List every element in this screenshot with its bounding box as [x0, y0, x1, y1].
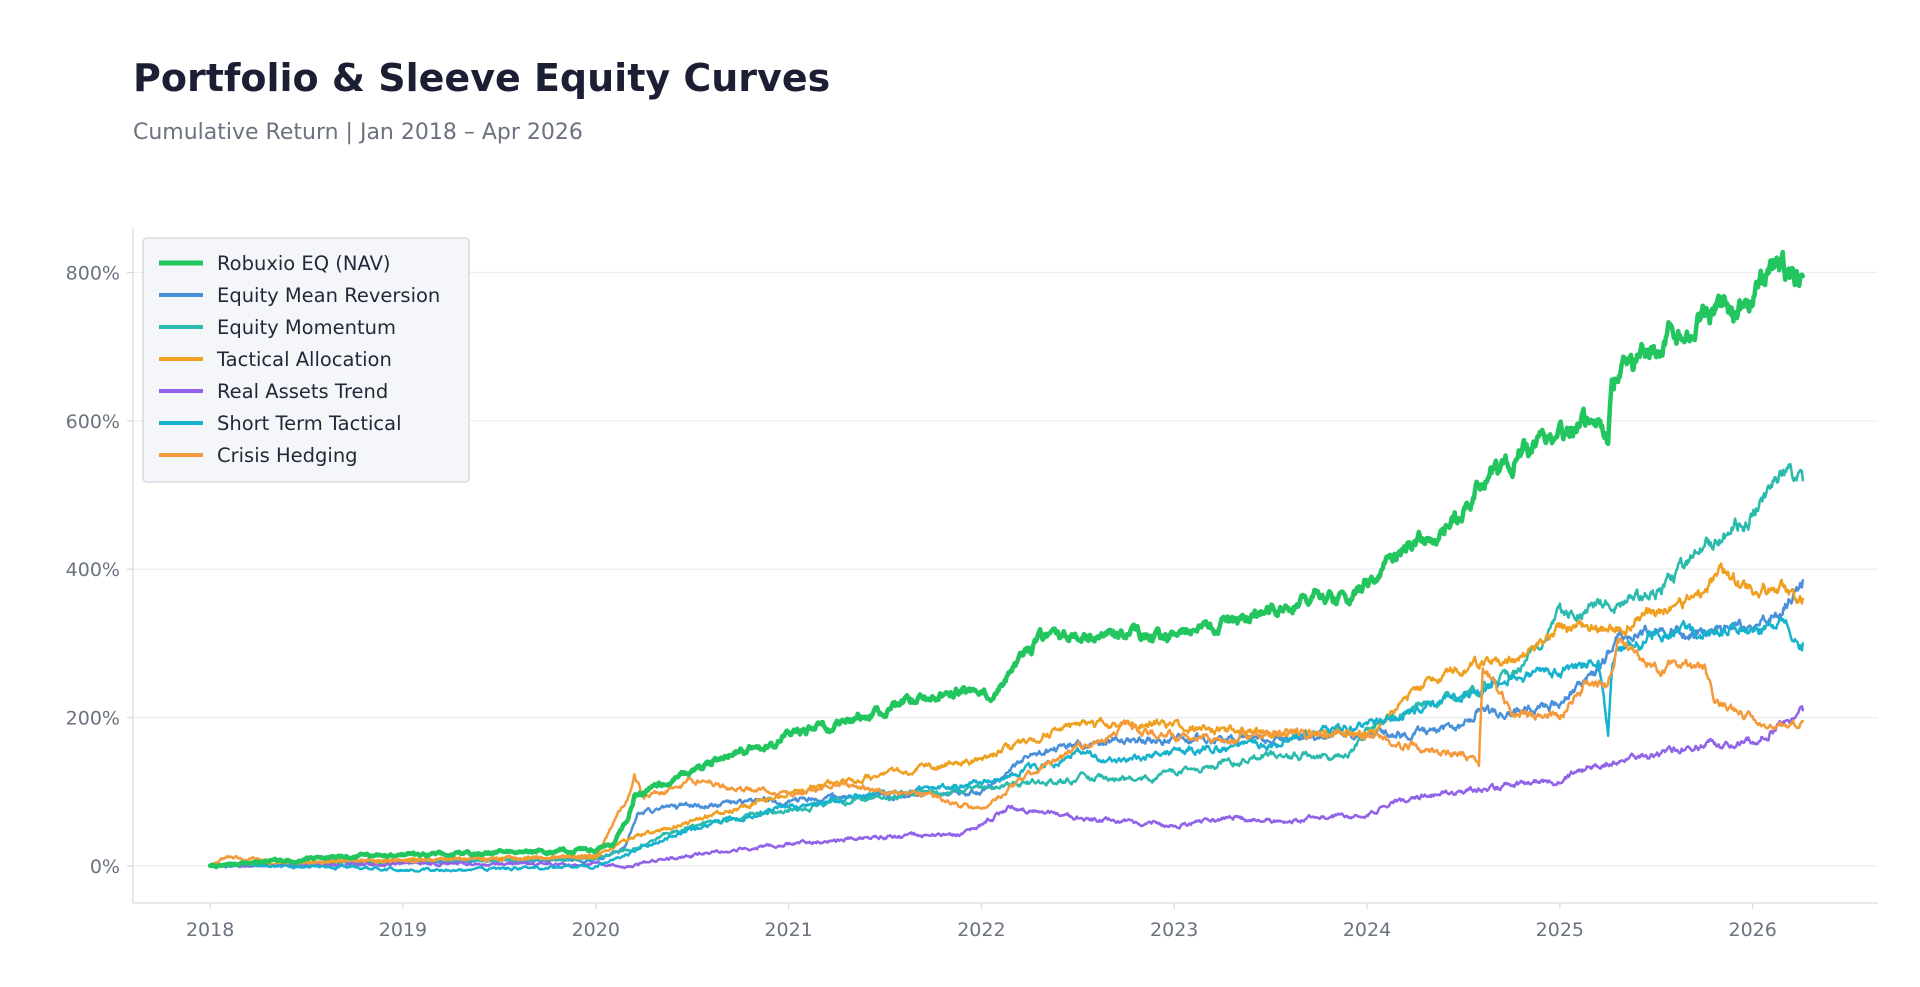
- x-tick-label: 2023: [1150, 919, 1198, 941]
- x-tick-label: 2022: [957, 919, 1005, 941]
- x-tick-label: 2024: [1343, 919, 1391, 941]
- y-tick-label: 400%: [66, 559, 120, 581]
- legend: Robuxio EQ (NAV) Equity Mean Reversion Equ…: [142, 237, 470, 483]
- series-line-2: [208, 462, 1805, 870]
- legend-label: Short Term Tactical: [217, 412, 402, 435]
- legend-label: Real Assets Trend: [217, 380, 388, 403]
- y-tick-label: 200%: [66, 708, 120, 730]
- legend-label: Equity Momentum: [217, 316, 396, 339]
- x-axis-ticks: 2018 2019 2020 2021 2022 2023 2024 2025 2026: [186, 903, 1777, 941]
- x-tick-label: 2025: [1536, 919, 1584, 941]
- y-tick-label: 600%: [66, 411, 120, 433]
- legend-label: Robuxio EQ (NAV): [217, 252, 391, 275]
- x-tick-label: 2019: [379, 919, 427, 941]
- series-line-1: [208, 579, 1805, 869]
- series-line-0: [207, 249, 1806, 870]
- series-line-4: [208, 705, 1805, 870]
- series-line-6: [208, 637, 1805, 869]
- axes: [132, 228, 1878, 904]
- series-lines: [207, 249, 1806, 873]
- x-tick-label: 2026: [1728, 919, 1776, 941]
- y-axis-ticks: 0% 200% 400% 600% 800%: [66, 263, 133, 878]
- series-line-5: [208, 616, 1805, 873]
- y-tick-label: 0%: [90, 856, 120, 878]
- legend-box: [142, 237, 470, 483]
- legend-label: Crisis Hedging: [217, 444, 358, 467]
- legend-label: Tactical Allocation: [216, 348, 392, 371]
- x-tick-label: 2018: [186, 919, 234, 941]
- chart-title: Portfolio & Sleeve Equity Curves: [133, 56, 830, 100]
- y-tick-label: 800%: [66, 263, 120, 285]
- x-tick-label: 2021: [764, 919, 812, 941]
- chart-subtitle: Cumulative Return | Jan 2018 – Apr 2026: [133, 120, 583, 145]
- x-tick-label: 2020: [572, 919, 620, 941]
- legend-label: Equity Mean Reversion: [217, 284, 440, 307]
